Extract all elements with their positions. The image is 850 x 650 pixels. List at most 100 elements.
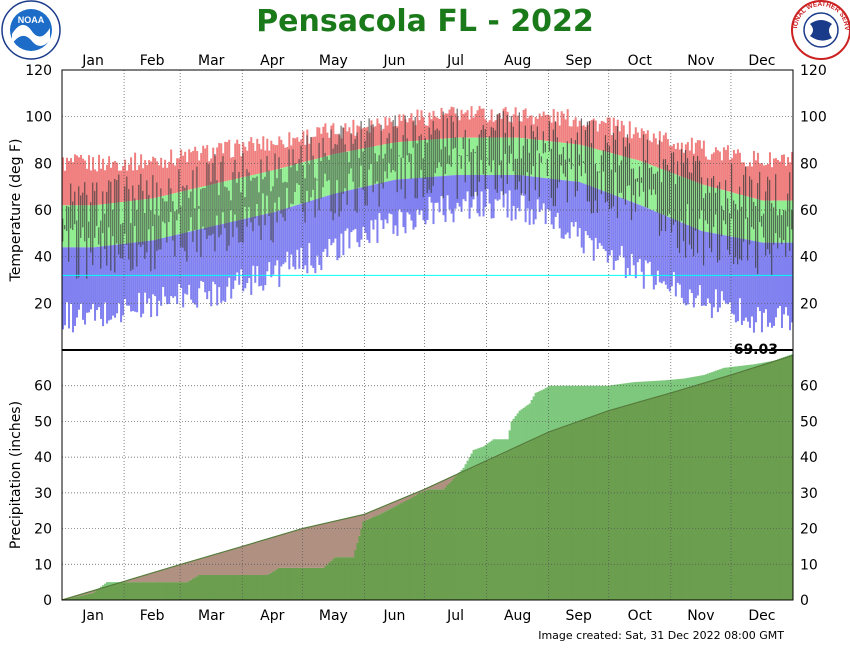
- record-low-bar: [222, 223, 225, 301]
- record-high-bar: [600, 120, 603, 151]
- precip-surplus-bar: [460, 470, 463, 473]
- precip-overlap-bar: [778, 359, 782, 600]
- observed-temp-bar: [100, 220, 102, 269]
- precip-surplus-bar: [656, 380, 660, 397]
- observed-temp-bar: [428, 127, 430, 190]
- record-low-bar: [184, 232, 187, 294]
- precip-deficit-bar: [74, 596, 77, 598]
- record-high-bar: [468, 119, 471, 138]
- precip-surplus-bar: [726, 367, 730, 377]
- observed-temp-bar: [96, 182, 98, 226]
- record-high-bar: [722, 147, 725, 191]
- observed-temp-bar: [86, 194, 88, 279]
- precip-surplus-bar: [624, 383, 628, 407]
- record-low-bar: [146, 241, 149, 304]
- record-low-bar: [202, 228, 205, 282]
- record-low-bar: [570, 181, 573, 223]
- observed-temp-bar: [502, 111, 504, 196]
- normal-range-bar: [510, 137, 513, 175]
- precip-overlap-bar: [508, 450, 511, 600]
- precip-overlap-bar: [786, 357, 790, 600]
- precip-deficit-bar: [402, 498, 405, 503]
- precip-overlap-bar: [614, 408, 618, 600]
- observed-temp-bar: [414, 116, 416, 199]
- record-high-bar: [494, 120, 497, 138]
- precip-overlap-bar: [726, 376, 730, 600]
- precip-surplus-bar: [544, 388, 547, 434]
- precip-overlap-bar: [442, 489, 445, 600]
- record-low-bar: [746, 239, 749, 322]
- observed-temp-bar: [224, 186, 226, 229]
- observed-temp-bar: [162, 198, 164, 222]
- precip-overlap-bar: [684, 388, 688, 600]
- observed-temp-bar: [598, 171, 601, 173]
- record-high-bar: [596, 131, 599, 150]
- precip-month-label: Mar: [198, 608, 225, 624]
- precip-overlap-bar: [682, 389, 686, 600]
- precip-deficit-bar: [210, 555, 213, 575]
- observed-temp-bar: [488, 136, 490, 166]
- precip-surplus-bar: [734, 366, 738, 374]
- record-high-bar: [678, 149, 681, 176]
- precip-deficit-bar: [180, 564, 183, 583]
- record-high-bar: [482, 108, 485, 138]
- precip-overlap-bar: [226, 575, 229, 600]
- record-low-bar: [186, 232, 189, 295]
- precip-overlap-bar: [446, 485, 449, 600]
- precip-surplus-bar: [508, 430, 511, 451]
- precip-deficit-bar: [304, 528, 307, 568]
- record-high-bar: [644, 133, 647, 163]
- observed-temp-bar: [490, 127, 492, 173]
- precip-overlap-bar: [84, 594, 87, 600]
- precip-overlap-bar: [148, 582, 151, 600]
- observed-temp-bar: [578, 154, 581, 166]
- record-high-bar: [106, 164, 109, 204]
- precip-deficit-bar: [178, 565, 181, 583]
- observed-temp-bar: [698, 160, 701, 219]
- record-high-bar: [752, 150, 755, 199]
- observed-temp-bar: [580, 118, 583, 177]
- observed-temp-bar: [88, 221, 90, 238]
- record-low-bar: [694, 228, 697, 299]
- precip-deficit-bar: [328, 522, 331, 563]
- record-low-bar: [286, 208, 289, 252]
- precip-overlap-bar: [288, 567, 291, 600]
- record-low-bar: [144, 241, 147, 293]
- observed-temp-bar: [498, 113, 500, 166]
- record-low-bar: [612, 195, 615, 270]
- record-high-bar: [660, 141, 663, 170]
- precip-deficit-bar: [188, 562, 191, 581]
- precip-overlap-bar: [510, 449, 513, 600]
- precip-surplus-bar: [750, 364, 754, 369]
- record-high-bar: [770, 167, 773, 201]
- record-low-bar: [754, 241, 757, 323]
- precip-overlap-bar: [670, 392, 674, 600]
- precip-surplus-bar: [514, 416, 517, 448]
- precip-overlap-bar: [108, 586, 111, 600]
- record-low-bar: [256, 216, 259, 267]
- precip-surplus-bar: [596, 385, 600, 415]
- precip-deficit-bar: [354, 516, 357, 550]
- precip-deficit-bar: [270, 538, 273, 573]
- precip-overlap-bar: [782, 358, 786, 600]
- precip-overlap-bar: [180, 582, 183, 600]
- record-high-bar: [240, 156, 243, 178]
- record-high-bar: [266, 138, 269, 172]
- record-low-bar: [668, 217, 671, 292]
- record-low-bar: [444, 175, 447, 223]
- precip-overlap-bar: [586, 418, 590, 600]
- record-low-bar: [584, 184, 587, 232]
- observed-temp-bar: [576, 132, 579, 192]
- record-low-bar: [204, 227, 207, 293]
- observed-temp-bar: [540, 156, 542, 163]
- record-low-bar: [432, 176, 435, 225]
- precip-y-tick-right: 0: [800, 593, 809, 609]
- record-low-bar: [216, 225, 219, 306]
- precip-overlap-bar: [278, 567, 281, 600]
- precip-overlap-bar: [116, 583, 119, 600]
- record-high-bar: [598, 123, 601, 151]
- precip-deficit-bar: [394, 501, 397, 507]
- record-low-bar: [790, 242, 793, 323]
- record-low-bar: [214, 225, 217, 285]
- precip-deficit-bar: [80, 594, 83, 596]
